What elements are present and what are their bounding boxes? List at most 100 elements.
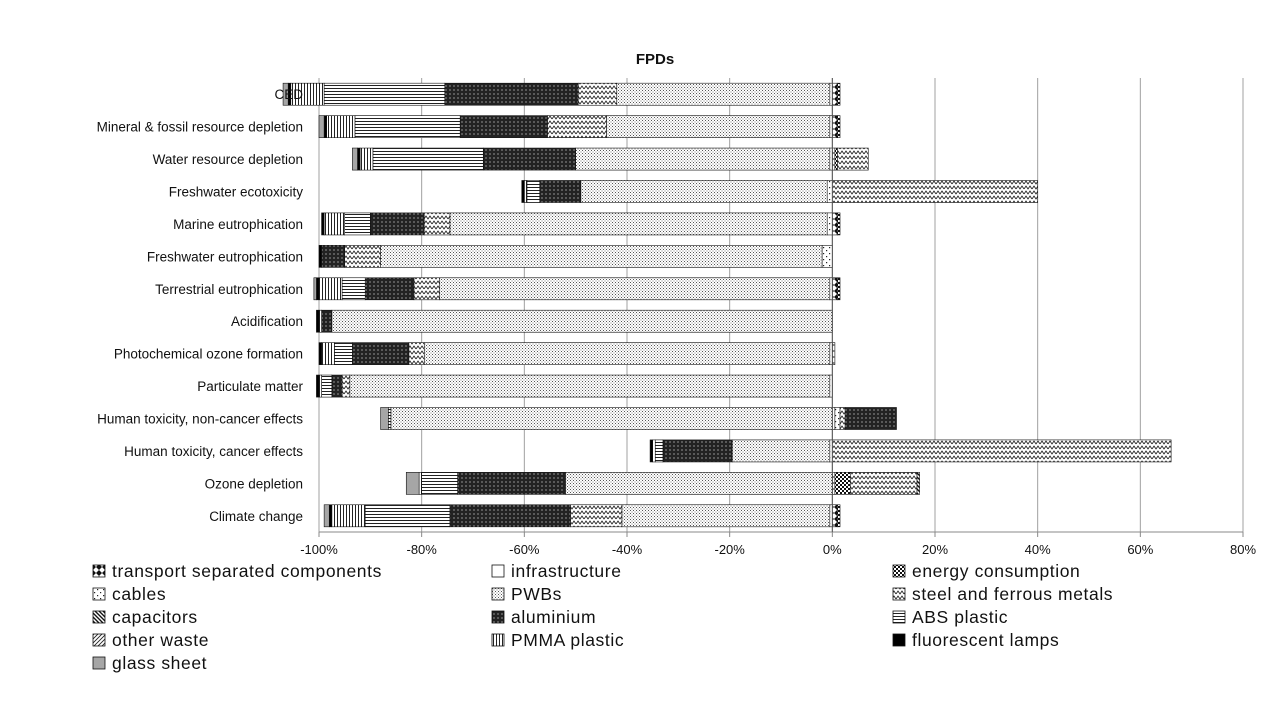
y-tick-label: Ozone depletion [205, 476, 303, 491]
bars [282, 82, 1172, 528]
legend-label: cables [112, 584, 166, 604]
bar-segment [662, 439, 733, 463]
y-tick-label: Freshwater eutrophication [147, 249, 303, 264]
legend-item: glass sheet [92, 653, 207, 673]
bar-segment [316, 374, 320, 398]
legend-swatch [892, 610, 906, 624]
bar-segment [316, 277, 320, 301]
bar-segment [652, 439, 656, 463]
bar-segment [539, 180, 582, 203]
legend-label: capacitors [112, 607, 198, 627]
bar-segment [313, 277, 317, 301]
bar-segment [837, 277, 841, 301]
bar-segment [341, 277, 366, 301]
bar-segment [352, 147, 358, 171]
bar-segment [570, 504, 623, 528]
bar-segment [318, 245, 322, 268]
bar-segment [832, 212, 838, 236]
bar-segment [323, 82, 446, 106]
legend-label: PMMA plastic [511, 630, 624, 650]
bar-segment [837, 147, 869, 171]
y-tick-label: Climate change [209, 509, 303, 524]
bar-segment [321, 374, 333, 398]
legend-label: transport separated components [112, 561, 382, 581]
bar-segment [421, 472, 458, 495]
bar-segment [826, 180, 833, 203]
bar-segment [423, 342, 831, 365]
legend-item: infrastructure [491, 561, 622, 581]
legend-label: steel and ferrous metals [912, 584, 1113, 604]
legend-swatch [92, 587, 106, 601]
bar-segment [580, 180, 828, 203]
legend-label: energy consumption [912, 561, 1080, 581]
legend-item: other waste [92, 630, 209, 650]
bar-segment [839, 407, 846, 430]
y-tick-label: Particulate matter [197, 379, 303, 394]
bar-segment [916, 472, 920, 495]
bar-segment [326, 115, 356, 138]
bar-segment [323, 212, 345, 236]
bar-segment [372, 147, 484, 171]
bar-segment [321, 342, 335, 365]
bar-segment [577, 82, 618, 106]
bar-segment [832, 439, 1172, 463]
y-tick-label: CED [274, 87, 303, 102]
bar-segment [832, 504, 838, 528]
legend-swatch [491, 633, 505, 647]
bar-segment [318, 374, 322, 398]
bar-segment [832, 115, 838, 138]
legend-swatch [92, 656, 106, 670]
bar-segment [321, 309, 333, 333]
bar-segment [328, 504, 333, 528]
bar-segment [380, 407, 389, 430]
x-tick-label: -20% [714, 542, 745, 557]
bar-segment [834, 407, 841, 430]
y-tick-label: Freshwater ecotoxicity [169, 185, 304, 200]
bar-segment [334, 342, 353, 365]
bar-segment [524, 180, 528, 203]
bar-segment [318, 342, 322, 365]
legend-swatch [92, 564, 106, 578]
x-tick-label: -100% [300, 542, 338, 557]
x-tick-label: -60% [509, 542, 540, 557]
bar-segment [418, 472, 422, 495]
bar-segment [837, 82, 841, 106]
bar-segment [459, 115, 548, 138]
bar-segment [575, 147, 831, 171]
bar-segment [405, 472, 420, 495]
bar-segment [834, 147, 838, 171]
bar-segment [547, 115, 607, 138]
x-tick-label: -40% [612, 542, 643, 557]
legend-label: infrastructure [511, 561, 622, 581]
x-tick-label: 20% [922, 542, 948, 557]
legend-item: PWBs [491, 584, 562, 604]
legend-label: other waste [112, 630, 209, 650]
y-tick-label: Water resource depletion [153, 152, 303, 167]
bar-segment [323, 115, 327, 138]
bar-segment [318, 115, 325, 138]
bar-segment [321, 212, 325, 236]
y-tick-label: Human toxicity, non-cancer effects [97, 412, 303, 427]
bar-segment [321, 245, 345, 268]
grid-lines [318, 78, 1244, 532]
legend-label: aluminium [511, 607, 596, 627]
legend-item: cables [92, 584, 166, 604]
bar-segment [832, 180, 1038, 203]
legend-item: aluminium [491, 607, 596, 627]
bar-segment [449, 212, 828, 236]
bar-segment [439, 277, 831, 301]
bar-segment [521, 180, 525, 203]
legend-swatch [92, 633, 106, 647]
bar-segment [331, 309, 833, 333]
legend-label: ABS plastic [912, 607, 1008, 627]
bar-segment [654, 439, 664, 463]
bar-segment [826, 212, 833, 236]
legend-label: PWBs [511, 584, 562, 604]
legend-item: energy consumption [892, 561, 1080, 581]
bar-segment [370, 212, 425, 236]
legend-item: PMMA plastic [491, 630, 624, 650]
bar-segment [357, 147, 361, 171]
bar-segment [344, 245, 381, 268]
bar-segment [352, 342, 410, 365]
